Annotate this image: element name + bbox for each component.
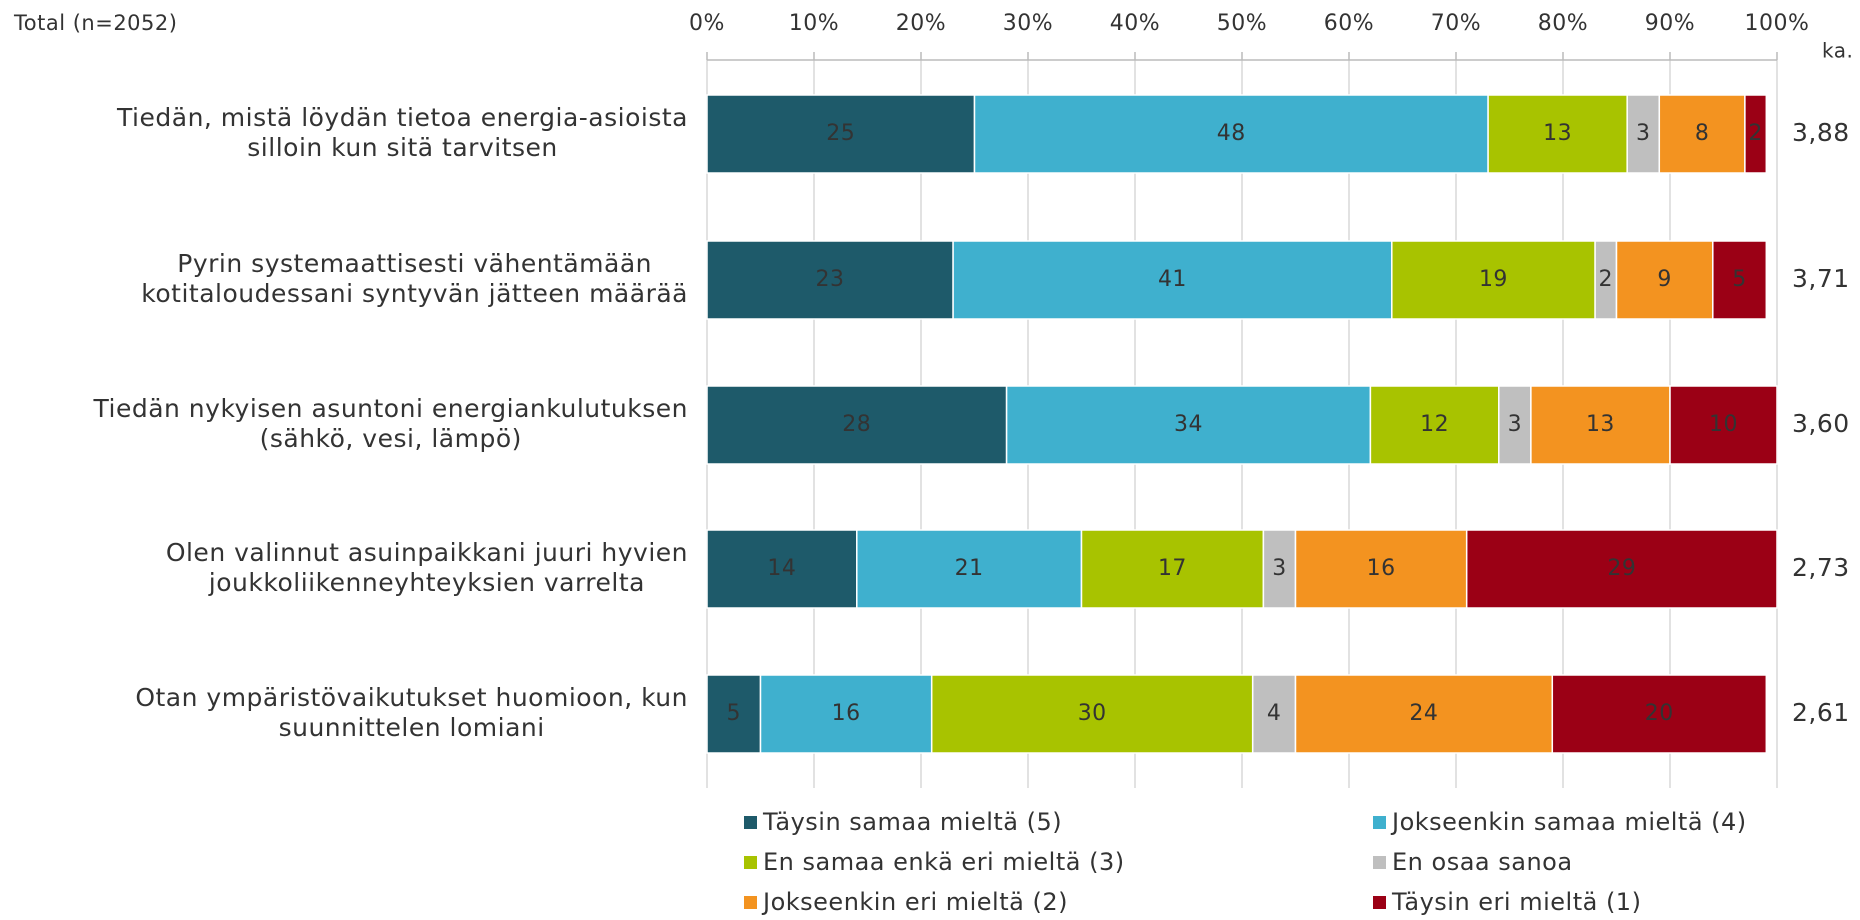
data-label: 29 bbox=[1607, 556, 1636, 581]
data-label: 4 bbox=[1267, 701, 1282, 726]
data-label: 2 bbox=[1748, 121, 1763, 146]
bar-segment bbox=[952, 240, 1393, 320]
x-tick-label: 60% bbox=[1324, 11, 1374, 36]
data-label: 34 bbox=[1174, 412, 1203, 437]
data-label: 10 bbox=[1709, 412, 1738, 437]
legend-label: En osaa sanoa bbox=[1392, 848, 1573, 876]
bar-segment bbox=[706, 674, 762, 754]
legend-label: Jokseenkin samaa mieltä (4) bbox=[1390, 808, 1747, 836]
mean-label: 3,71 bbox=[1792, 264, 1850, 293]
bar-segment bbox=[1465, 529, 1778, 609]
bar-segment bbox=[706, 94, 976, 174]
x-tick-label: 100% bbox=[1745, 11, 1810, 36]
category-label: Tiedän, mistä löydän tietoa energia-asio… bbox=[116, 103, 688, 162]
bar-segment bbox=[1080, 529, 1265, 609]
bar-segment bbox=[706, 529, 858, 609]
data-label: 8 bbox=[1695, 121, 1710, 146]
bar-segment bbox=[759, 674, 933, 754]
mean-label: 3,88 bbox=[1792, 118, 1850, 147]
data-label: 16 bbox=[832, 701, 861, 726]
data-label: 12 bbox=[1420, 412, 1449, 437]
bar-segment bbox=[930, 674, 1254, 754]
bar-segment bbox=[1551, 674, 1768, 754]
legend-swatch bbox=[1373, 896, 1386, 909]
bar-segment bbox=[1487, 94, 1628, 174]
bar-segment bbox=[856, 529, 1083, 609]
data-label: 20 bbox=[1645, 701, 1674, 726]
mean-label: 3,60 bbox=[1792, 409, 1850, 438]
bar-segment bbox=[706, 240, 954, 320]
legend-swatch bbox=[744, 856, 757, 869]
data-label: 9 bbox=[1657, 267, 1672, 292]
data-label: 5 bbox=[1732, 267, 1747, 292]
data-label: 3 bbox=[1272, 556, 1287, 581]
category-label: Pyrin systemaattisesti vähentämään kotita… bbox=[141, 249, 688, 308]
legend-label: Täysin samaa mieltä (5) bbox=[762, 808, 1062, 836]
bar-segment bbox=[1669, 385, 1778, 465]
x-tick-label: 30% bbox=[1003, 11, 1053, 36]
bar-segment bbox=[1658, 94, 1746, 174]
x-tick-label: 80% bbox=[1538, 11, 1588, 36]
legend-swatch bbox=[744, 896, 757, 909]
x-tick-label: 0% bbox=[689, 11, 725, 36]
legend-label: Jokseenkin eri mieltä (2) bbox=[761, 888, 1068, 916]
subtitle: Total (n=2052) bbox=[13, 11, 177, 35]
data-label: 17 bbox=[1158, 556, 1187, 581]
data-label: 28 bbox=[842, 412, 871, 437]
x-tick-label: 50% bbox=[1217, 11, 1267, 36]
bar-segment bbox=[1744, 94, 1768, 174]
mean-label: 2,73 bbox=[1792, 553, 1850, 582]
bar-segment bbox=[1615, 240, 1714, 320]
data-label: 13 bbox=[1586, 412, 1615, 437]
bar-segment bbox=[1369, 385, 1500, 465]
bar-segment bbox=[973, 94, 1489, 174]
data-label: 13 bbox=[1543, 121, 1572, 146]
legend-swatch bbox=[1373, 816, 1386, 829]
data-label: 25 bbox=[826, 121, 855, 146]
x-tick-label: 90% bbox=[1645, 11, 1695, 36]
data-label: 19 bbox=[1479, 267, 1508, 292]
x-tick-label: 70% bbox=[1431, 11, 1481, 36]
data-label: 2 bbox=[1599, 267, 1614, 292]
x-tick-label: 10% bbox=[789, 11, 839, 36]
data-label: 41 bbox=[1158, 267, 1187, 292]
bar-segment bbox=[1391, 240, 1596, 320]
data-label: 48 bbox=[1217, 121, 1246, 146]
data-label: 21 bbox=[955, 556, 984, 581]
data-label: 3 bbox=[1636, 121, 1651, 146]
data-label: 3 bbox=[1508, 412, 1523, 437]
legend-label: Täysin eri mieltä (1) bbox=[1391, 888, 1641, 916]
legend-label: En samaa enkä eri mieltä (3) bbox=[763, 848, 1125, 876]
bar-segment bbox=[1530, 385, 1671, 465]
x-tick-label: 20% bbox=[896, 11, 946, 36]
category-label: Otan ympäristövaikutukset huomioon, kun s… bbox=[135, 683, 688, 742]
bar-segment bbox=[1712, 240, 1768, 320]
bar-segment bbox=[706, 385, 1008, 465]
mean-label: 2,61 bbox=[1792, 698, 1850, 727]
data-label: 5 bbox=[727, 701, 742, 726]
data-label: 23 bbox=[816, 267, 845, 292]
means-header: ka. bbox=[1822, 39, 1853, 63]
legend-swatch bbox=[1373, 856, 1386, 869]
bar-segment bbox=[1005, 385, 1372, 465]
data-label: 30 bbox=[1078, 701, 1107, 726]
data-label: 24 bbox=[1409, 701, 1438, 726]
bar-segment bbox=[1626, 94, 1661, 174]
data-label: 14 bbox=[767, 556, 796, 581]
category-label: Tiedän nykyisen asuntoni energiankulutuk… bbox=[93, 394, 689, 453]
category-label: Olen valinnut asuinpaikkani juuri hyvien… bbox=[166, 538, 688, 597]
bar-segment bbox=[1262, 529, 1297, 609]
bar-segment bbox=[1294, 674, 1554, 754]
x-tick-label: 40% bbox=[1110, 11, 1160, 36]
data-label: 16 bbox=[1367, 556, 1396, 581]
legend-swatch bbox=[744, 816, 757, 829]
